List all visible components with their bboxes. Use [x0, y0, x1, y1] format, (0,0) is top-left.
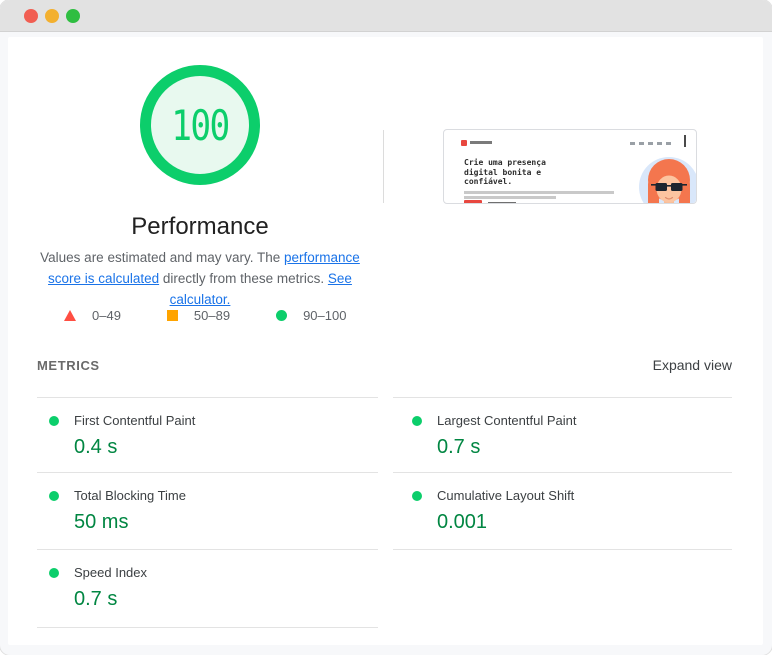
legend-average-range: 50–89 — [193, 307, 231, 323]
close-window-button[interactable] — [24, 8, 38, 23]
average-square-icon — [166, 309, 178, 321]
metric-value: 0.7 s — [74, 588, 118, 610]
score-disclaimer-text: Values are estimated and may vary. The p… — [30, 247, 370, 310]
performance-score-value: 100 — [171, 100, 230, 150]
window-titlebar — [0, 0, 772, 32]
performance-score-gauge: 100 — [140, 65, 260, 185]
site-cta-button — [464, 200, 482, 203]
metric-name: Largest Contentful Paint — [437, 413, 577, 428]
metric-value: 0.4 s — [74, 436, 118, 458]
metric-pass-dot-icon — [412, 415, 422, 426]
performance-score-calculated-link[interactable]: performance score is calculated — [48, 250, 360, 286]
metric-name: Cumulative Layout Shift — [437, 488, 575, 503]
metric-speed-index: Speed Index 0.7 s — [37, 549, 378, 627]
site-secondary-link — [488, 202, 516, 203]
site-nav-links — [630, 142, 671, 145]
metric-largest-contentful-paint: Largest Contentful Paint 0.7 s — [393, 397, 732, 472]
minimize-window-button[interactable] — [45, 8, 59, 23]
see-calculator-link[interactable]: See calculator. — [169, 271, 352, 307]
metric-value: 0.7 s — [437, 436, 481, 458]
metric-pass-dot-icon — [412, 490, 422, 501]
performance-category-title: Performance — [131, 213, 269, 240]
score-range-legend: 0–49 50–89 90–100 — [64, 307, 346, 323]
legend-item-average: 50–89 — [166, 307, 231, 323]
metric-value: 0.001 — [437, 511, 488, 533]
metrics-section-header: METRICS Expand view — [37, 355, 732, 375]
expand-view-button[interactable]: Expand view — [652, 357, 732, 373]
legend-fail-range: 0–49 — [92, 307, 121, 323]
disclaimer-text-middle: directly from these metrics. — [159, 271, 328, 286]
disclaimer-text-before: Values are estimated and may vary. The — [40, 250, 285, 265]
fail-triangle-icon — [64, 309, 76, 321]
site-scrollbar — [684, 135, 686, 147]
legend-item-pass: 90–100 — [276, 308, 346, 323]
metrics-column-left: First Contentful Paint 0.4 s Total Block… — [37, 397, 378, 628]
legend-pass-range: 90–100 — [303, 307, 347, 323]
pass-circle-icon — [276, 309, 288, 321]
woman-avatar-illustration — [639, 157, 696, 203]
metric-name: Total Blocking Time — [74, 488, 186, 503]
metric-name: First Contentful Paint — [74, 413, 196, 428]
metric-pass-dot-icon — [49, 415, 59, 426]
page-screenshot-thumbnail: Crie uma presença digital bonita e confi… — [443, 129, 697, 204]
metrics-column-end-divider — [37, 627, 378, 628]
metric-pass-dot-icon — [49, 490, 59, 501]
site-paragraph-line — [464, 196, 556, 199]
metric-first-contentful-paint: First Contentful Paint 0.4 s — [37, 397, 378, 472]
lighthouse-report-card: 100 Performance Values are estimated and… — [8, 37, 763, 645]
metrics-column-right: Largest Contentful Paint 0.7 s Cumulativ… — [393, 397, 732, 550]
legend-item-fail: 0–49 — [64, 308, 121, 323]
metric-total-blocking-time: Total Blocking Time 50 ms — [37, 472, 378, 549]
site-logo-icon — [461, 140, 467, 146]
metric-value: 50 ms — [74, 511, 129, 533]
metrics-section-label: METRICS — [37, 357, 100, 373]
zoom-window-button[interactable] — [66, 8, 80, 23]
metrics-column-end-divider — [393, 549, 732, 550]
metric-pass-dot-icon — [49, 567, 59, 578]
site-paragraph-line — [464, 191, 614, 194]
gauge-thumbnail-divider — [383, 130, 384, 203]
metric-name: Speed Index — [74, 565, 148, 580]
site-logo-text — [470, 141, 492, 144]
metric-cumulative-layout-shift: Cumulative Layout Shift 0.001 — [393, 472, 732, 549]
site-hero-heading: Crie uma presença digital bonita e confi… — [464, 158, 546, 186]
